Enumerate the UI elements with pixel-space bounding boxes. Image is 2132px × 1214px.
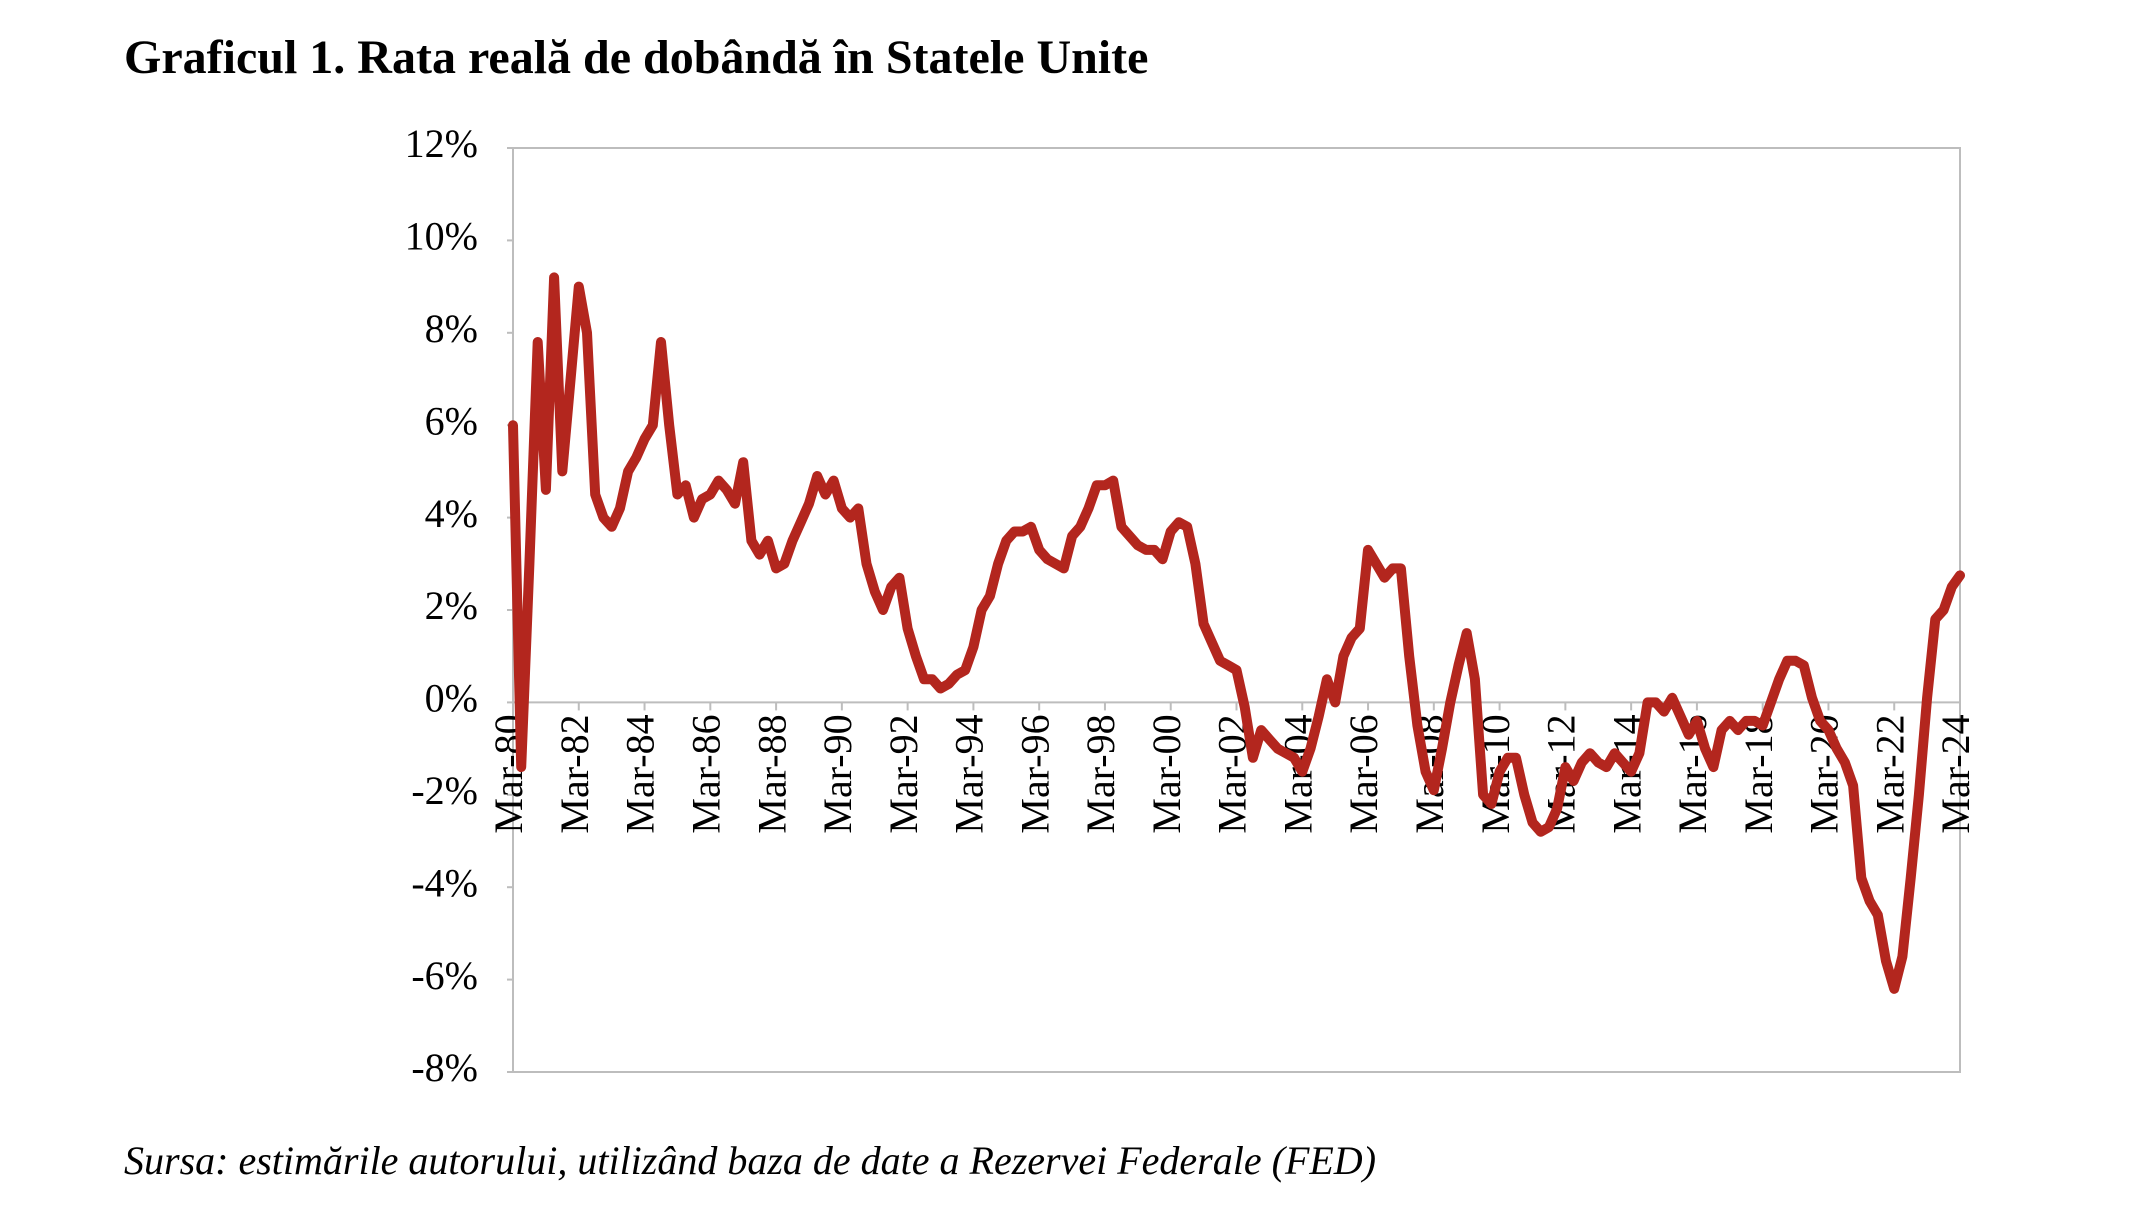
x-tick-label: Mar-90 (815, 714, 860, 833)
chart-title: Graficul 1. Rata reală de dobândă în Sta… (124, 31, 1148, 84)
x-tick-label: Mar-24 (1933, 714, 1978, 833)
x-tick-label: Mar-06 (1341, 714, 1386, 833)
y-tick-label: 2% (425, 583, 478, 628)
x-tick-label: Mar-18 (1736, 714, 1781, 833)
y-tick-label: -6% (411, 953, 478, 998)
x-tick-label: Mar-84 (618, 714, 663, 833)
x-tick-label: Mar-86 (683, 714, 728, 833)
y-tick-label: 4% (425, 491, 478, 536)
x-tick-label: Mar-98 (1078, 714, 1123, 833)
x-tick-label: Mar-82 (552, 714, 597, 833)
x-tick-label: Mar-22 (1867, 714, 1912, 833)
y-tick-label: 8% (425, 306, 478, 351)
line-series (508, 272, 1965, 994)
y-tick-label: -8% (411, 1045, 478, 1090)
x-tick-label: Mar-00 (1144, 714, 1189, 833)
x-tick-label: Mar-96 (1012, 714, 1057, 833)
y-tick-label: -2% (411, 768, 478, 813)
x-tick-label: Mar-92 (881, 714, 926, 833)
x-tick-label: Mar-88 (749, 714, 794, 833)
y-tick-label: 10% (405, 214, 478, 259)
y-tick-label: 6% (425, 398, 478, 443)
y-tick-label: 0% (425, 676, 478, 721)
source-note: Sursa: estimările autorului, utilizând b… (124, 1138, 1376, 1183)
y-tick-label: 12% (405, 121, 478, 166)
x-tick-label: Mar-94 (947, 714, 992, 833)
x-tick-label: Mar-20 (1802, 714, 1847, 833)
y-tick-label: -4% (411, 860, 478, 905)
